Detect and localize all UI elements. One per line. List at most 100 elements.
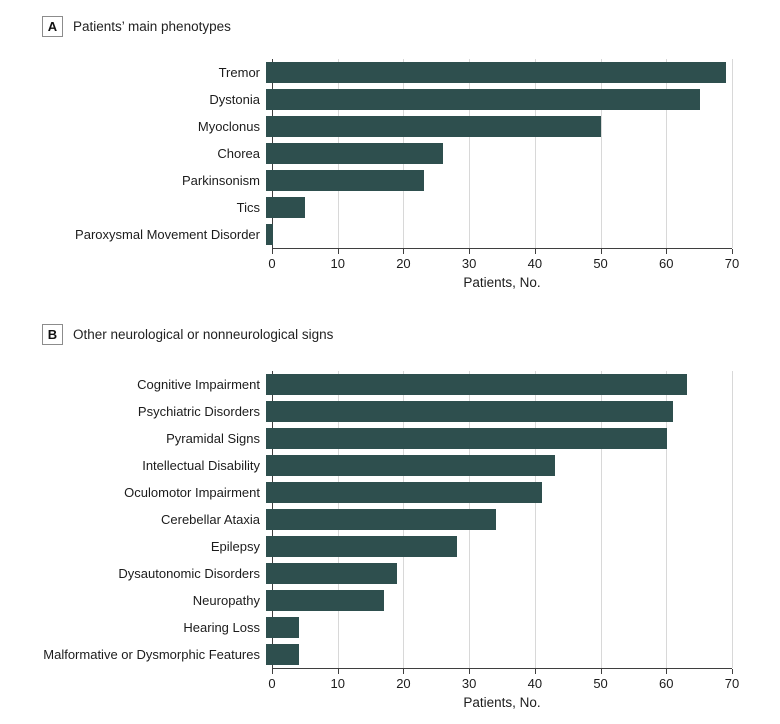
x-tick bbox=[469, 669, 471, 674]
bar-row: Paroxysmal Movement Disorder bbox=[4, 221, 780, 248]
bar bbox=[266, 89, 700, 110]
category-label: Cerebellar Ataxia bbox=[161, 512, 260, 527]
x-tick-label: 50 bbox=[593, 676, 608, 691]
bar-row: Oculomotor Impairment bbox=[4, 479, 780, 506]
bar-row: Neuropathy bbox=[4, 587, 780, 614]
bar bbox=[266, 197, 306, 218]
panel-a-title: Patients’ main phenotypes bbox=[73, 19, 231, 34]
bar-track bbox=[266, 221, 726, 248]
bar-row: Malformative or Dysmorphic Features bbox=[4, 641, 780, 668]
grid-line bbox=[469, 59, 471, 248]
category-label: Malformative or Dysmorphic Features bbox=[43, 647, 260, 662]
x-tick bbox=[337, 249, 339, 254]
bar-track bbox=[266, 371, 726, 398]
x-tick bbox=[337, 669, 339, 674]
category-label: Tremor bbox=[218, 65, 260, 80]
chart-a-x-axis-title: Patients, No. bbox=[463, 275, 541, 290]
chart-a-x-axis: 0 10 20 30 40 50 60 70 bbox=[268, 248, 739, 271]
grid-line bbox=[732, 59, 733, 248]
bar-track bbox=[266, 140, 726, 167]
panel-b-key-box: B bbox=[42, 324, 63, 345]
category-label: Chorea bbox=[217, 146, 260, 161]
category-label: Tics bbox=[236, 200, 260, 215]
bar-track bbox=[266, 452, 726, 479]
bar bbox=[266, 590, 385, 611]
category-label: Dystonia bbox=[209, 92, 260, 107]
x-tick-label: 60 bbox=[659, 256, 674, 271]
bar bbox=[266, 62, 726, 83]
bar-track bbox=[266, 194, 726, 221]
chart-b-bars: Cognitive Impairment Psychiatric Disorder… bbox=[4, 371, 780, 668]
chart-b-x-axis: 0 10 20 30 40 50 60 70 bbox=[268, 668, 739, 691]
x-tick-label: 50 bbox=[593, 256, 608, 271]
bar-track bbox=[266, 167, 726, 194]
x-tick bbox=[272, 669, 273, 674]
grid-line bbox=[534, 59, 536, 248]
bar-row: Intellectual Disability bbox=[4, 452, 780, 479]
bar bbox=[266, 116, 602, 137]
bar-track bbox=[266, 506, 726, 533]
bar bbox=[266, 644, 299, 665]
bar-row: Cognitive Impairment bbox=[4, 371, 780, 398]
x-tick bbox=[534, 249, 536, 254]
chart-b-plot: Cognitive Impairment Psychiatric Disorder… bbox=[4, 371, 780, 668]
x-tick bbox=[732, 669, 733, 674]
bar bbox=[266, 482, 542, 503]
x-tick bbox=[272, 249, 273, 254]
x-tick-label: 10 bbox=[330, 256, 345, 271]
x-tick bbox=[666, 669, 668, 674]
bar-track bbox=[266, 425, 726, 452]
bar bbox=[266, 170, 424, 191]
bar-row: Tremor bbox=[4, 59, 780, 86]
panel-b-title: Other neurological or nonneurological si… bbox=[73, 327, 334, 342]
x-tick-label: 70 bbox=[724, 676, 740, 691]
bar bbox=[266, 224, 273, 245]
bar-track bbox=[266, 614, 726, 641]
x-tick-label: 40 bbox=[527, 256, 543, 271]
chart-a-plot: Tremor Dystonia Myoclonus Chorea Parkinsonis… bbox=[4, 59, 780, 248]
bar bbox=[266, 509, 496, 530]
x-tick-label: 0 bbox=[268, 256, 276, 271]
x-tick-label: 60 bbox=[659, 676, 674, 691]
x-tick bbox=[732, 249, 733, 254]
x-tick-label: 0 bbox=[268, 676, 276, 691]
bar bbox=[266, 455, 556, 476]
bar-track bbox=[266, 560, 726, 587]
x-tick-label: 10 bbox=[330, 676, 345, 691]
grid-line bbox=[600, 371, 602, 668]
bar-row: Pyramidal Signs bbox=[4, 425, 780, 452]
bar-track bbox=[266, 479, 726, 506]
category-label: Oculomotor Impairment bbox=[124, 485, 260, 500]
x-tick bbox=[403, 669, 405, 674]
bar-row: Psychiatric Disorders bbox=[4, 398, 780, 425]
bar-row: Chorea bbox=[4, 140, 780, 167]
bar bbox=[266, 143, 444, 164]
category-label: Psychiatric Disorders bbox=[137, 404, 260, 419]
bar-row: Parkinsonism bbox=[4, 167, 780, 194]
category-label: Dysautonomic Disorders bbox=[118, 566, 260, 581]
category-label: Pyramidal Signs bbox=[166, 431, 260, 446]
category-label: Hearing Loss bbox=[183, 620, 260, 635]
bar bbox=[266, 401, 674, 422]
x-tick-label: 30 bbox=[461, 256, 477, 271]
bar bbox=[266, 428, 667, 449]
grid-line bbox=[666, 371, 668, 668]
x-tick-label: 30 bbox=[461, 676, 477, 691]
panel-a: A Patients’ main phenotypes Tremor Dyston… bbox=[4, 15, 780, 290]
category-label: Intellectual Disability bbox=[142, 458, 260, 473]
x-tick bbox=[600, 249, 602, 254]
bar-track bbox=[266, 86, 726, 113]
bar-track bbox=[266, 641, 726, 668]
bar-row: Hearing Loss bbox=[4, 614, 780, 641]
bar-track bbox=[266, 533, 726, 560]
category-label: Cognitive Impairment bbox=[137, 377, 260, 392]
panel-b-header: B Other neurological or nonneurological … bbox=[42, 323, 780, 346]
bar-row: Dysautonomic Disorders bbox=[4, 560, 780, 587]
bar-row: Epilepsy bbox=[4, 533, 780, 560]
category-label: Neuropathy bbox=[192, 593, 260, 608]
bar-row: Dystonia bbox=[4, 86, 780, 113]
x-tick-label: 20 bbox=[396, 676, 411, 691]
bar-track bbox=[266, 398, 726, 425]
x-tick bbox=[469, 249, 471, 254]
